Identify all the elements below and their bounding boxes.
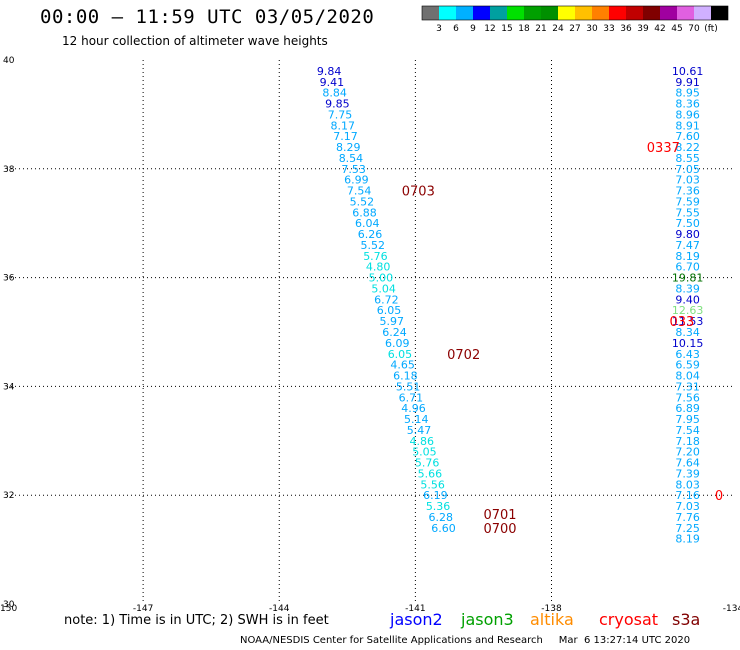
colorbar-swatch (711, 6, 728, 20)
colorbar-label: 9 (470, 24, 476, 34)
colorbar-swatch (558, 6, 575, 20)
colorbar-swatch (456, 6, 473, 20)
time-annotation: 0337 (647, 141, 680, 156)
colorbar-swatch (422, 6, 439, 20)
colorbar-swatch (507, 6, 524, 20)
colorbar-swatch (490, 6, 507, 20)
swh-value: 8.19 (675, 533, 700, 546)
chart-axes: -150 -147 -144 -141 -138 -134 30 32 34 36 38 40 (0, 56, 740, 614)
colorbar-label: 24 (552, 24, 564, 34)
y-tick-label: 30 (3, 600, 15, 610)
satellite-label-jason3: jason3 (461, 610, 514, 629)
note-text: note: 1) Time is in UTC; 2) SWH is in fe… (64, 613, 329, 628)
colorbar-swatch (694, 6, 711, 20)
footer-credit: NOAA/NESDIS Center for Satellite Applica… (240, 635, 690, 646)
chart-title: 00:00 – 11:59 UTC 03/05/2020 (40, 6, 374, 28)
colorbar-swatch (575, 6, 592, 20)
colorbar-legend: 3 6 9 12 15 18 21 24 27 30 33 36 39 42 45 70 (ft) (422, 6, 728, 34)
colorbar-swatch (677, 6, 694, 20)
time-annotation: 0703 (402, 185, 435, 200)
y-tick-label: 34 (3, 382, 15, 392)
colorbar-swatch (592, 6, 609, 20)
satellite-label-s3a: s3a (672, 610, 700, 629)
colorbar-label: 12 (484, 24, 495, 34)
x-tick-label: -134 (723, 604, 740, 614)
colorbar-label: 70 (688, 24, 700, 34)
chart-grid (7, 60, 733, 604)
colorbar-swatch (626, 6, 643, 20)
colorbar-swatch (609, 6, 626, 20)
altimeter-chart: 36912151821242730333639424570(ft) -150-1… (0, 0, 740, 650)
colorbar-swatch (541, 6, 558, 20)
time-annotation: 033 (669, 315, 694, 330)
colorbar-label: 21 (535, 24, 546, 34)
colorbar-label: 36 (620, 24, 632, 34)
colorbar-label: 27 (569, 24, 580, 34)
colorbar-label: 45 (671, 24, 682, 34)
colorbar-swatch (473, 6, 490, 20)
y-tick-label: 40 (3, 56, 15, 66)
colorbar-swatch (643, 6, 660, 20)
colorbar-label: 18 (518, 24, 530, 34)
colorbar-label: 3 (436, 24, 442, 34)
colorbar-label: 42 (654, 24, 665, 34)
colorbar-label: 30 (586, 24, 598, 34)
colorbar-label: 6 (453, 24, 459, 34)
time-annotation: 0 (715, 489, 723, 504)
colorbar-label: 15 (501, 24, 512, 34)
y-tick-label: 38 (3, 165, 15, 175)
colorbar-label: (ft) (704, 24, 718, 34)
data-points: 9.849.418.849.857.758.177.178.298.547.53… (317, 65, 703, 546)
satellite-label-jason2: jason2 (390, 610, 443, 629)
time-annotation: 0700 (483, 522, 516, 537)
satellite-label-cryosat: cryosat (599, 610, 658, 629)
colorbar-label: 39 (637, 24, 649, 34)
swh-value: 6.60 (431, 522, 456, 535)
chart-subtitle: 12 hour collection of altimeter wave hei… (62, 34, 328, 48)
time-annotation: 0702 (447, 348, 480, 363)
y-tick-label: 32 (3, 491, 14, 501)
colorbar-swatch (660, 6, 677, 20)
satellite-label-altika: altika (530, 610, 574, 629)
colorbar-swatch (439, 6, 456, 20)
colorbar-label: 33 (603, 24, 614, 34)
y-tick-label: 36 (3, 274, 15, 284)
colorbar-swatch (524, 6, 541, 20)
